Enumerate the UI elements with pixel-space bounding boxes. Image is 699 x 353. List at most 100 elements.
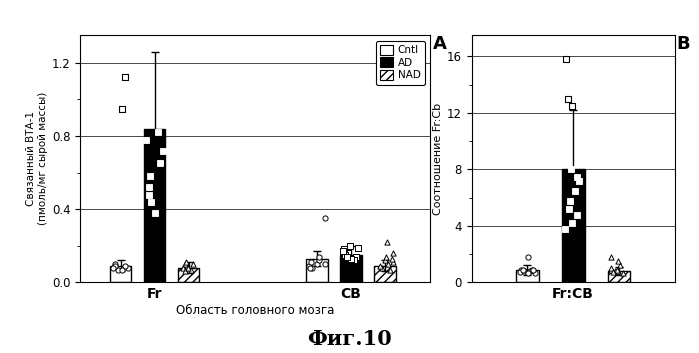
- Point: [154, 161, 166, 166]
- Point: [116, 106, 127, 111]
- Point: [517, 268, 528, 273]
- Point: [572, 174, 583, 179]
- Bar: [562, 169, 584, 282]
- X-axis label: Область головного мозга: Область головного мозга: [176, 304, 334, 317]
- Point: [612, 258, 624, 264]
- Y-axis label: Соотношение Fr:Cb: Соотношение Fr:Cb: [433, 103, 443, 215]
- Point: [380, 258, 391, 263]
- Point: [571, 212, 582, 217]
- Point: [157, 148, 168, 154]
- Point: [564, 198, 575, 203]
- Text: B: B: [677, 35, 690, 53]
- Point: [312, 261, 323, 267]
- Point: [387, 250, 398, 256]
- Point: [562, 96, 573, 102]
- Point: [376, 265, 387, 271]
- Bar: [144, 128, 166, 282]
- Point: [113, 267, 124, 273]
- Point: [338, 247, 350, 252]
- Point: [341, 254, 352, 259]
- Point: [188, 261, 199, 267]
- Bar: [516, 270, 539, 282]
- Point: [527, 267, 538, 273]
- Point: [339, 252, 350, 258]
- Point: [182, 265, 194, 271]
- Point: [313, 258, 324, 263]
- Point: [109, 261, 120, 267]
- Point: [117, 267, 128, 273]
- Point: [569, 188, 580, 193]
- Point: [303, 263, 315, 269]
- Point: [380, 254, 391, 259]
- Point: [180, 261, 191, 267]
- Point: [605, 265, 617, 271]
- Point: [526, 267, 538, 273]
- Point: [618, 270, 629, 275]
- Bar: [374, 266, 396, 282]
- Point: [120, 74, 131, 80]
- Point: [352, 245, 363, 250]
- Point: [349, 258, 360, 263]
- Point: [384, 267, 396, 273]
- Point: [152, 130, 164, 135]
- Point: [182, 263, 193, 269]
- Point: [381, 239, 392, 245]
- Point: [119, 263, 130, 269]
- Point: [519, 268, 530, 274]
- Y-axis label: Связанный ВТА-1
(пмоль/мг сырой массы): Связанный ВТА-1 (пмоль/мг сырой массы): [26, 92, 48, 226]
- Point: [565, 167, 577, 172]
- Point: [144, 173, 155, 179]
- Point: [143, 184, 154, 190]
- Point: [306, 265, 317, 271]
- Point: [319, 261, 330, 267]
- Bar: [178, 268, 199, 282]
- Point: [345, 243, 356, 249]
- Point: [351, 254, 362, 259]
- Bar: [306, 259, 328, 282]
- Text: A: A: [433, 35, 447, 53]
- Point: [574, 178, 585, 184]
- Point: [181, 259, 192, 265]
- Point: [177, 265, 188, 271]
- Point: [607, 269, 619, 275]
- Point: [338, 249, 349, 254]
- Point: [515, 268, 526, 273]
- Bar: [607, 271, 630, 282]
- Point: [605, 254, 617, 260]
- Point: [342, 250, 353, 256]
- Point: [143, 192, 154, 197]
- Point: [313, 254, 324, 259]
- Point: [305, 259, 317, 265]
- Bar: [110, 266, 131, 282]
- Point: [567, 103, 578, 109]
- Point: [560, 226, 571, 232]
- Point: [122, 265, 134, 271]
- Point: [319, 216, 331, 221]
- Point: [345, 256, 356, 262]
- Point: [529, 270, 540, 275]
- Point: [614, 263, 626, 268]
- Point: [610, 268, 621, 274]
- Point: [523, 270, 534, 275]
- Point: [386, 256, 397, 262]
- Point: [109, 263, 120, 269]
- Point: [523, 254, 534, 260]
- Point: [563, 206, 575, 212]
- Point: [180, 269, 191, 274]
- Point: [387, 259, 398, 265]
- Point: [524, 268, 535, 274]
- Point: [150, 210, 161, 216]
- Point: [566, 220, 577, 226]
- Point: [145, 199, 157, 205]
- Point: [141, 137, 152, 143]
- Bar: [340, 255, 362, 282]
- Text: Фиг.10: Фиг.10: [307, 329, 392, 349]
- Point: [304, 265, 315, 271]
- Point: [382, 261, 394, 267]
- Point: [572, 160, 583, 165]
- Point: [374, 263, 385, 269]
- Point: [514, 269, 526, 275]
- Point: [611, 267, 622, 273]
- Legend: Cntl, AD, NAD: Cntl, AD, NAD: [376, 41, 425, 85]
- Point: [185, 267, 196, 273]
